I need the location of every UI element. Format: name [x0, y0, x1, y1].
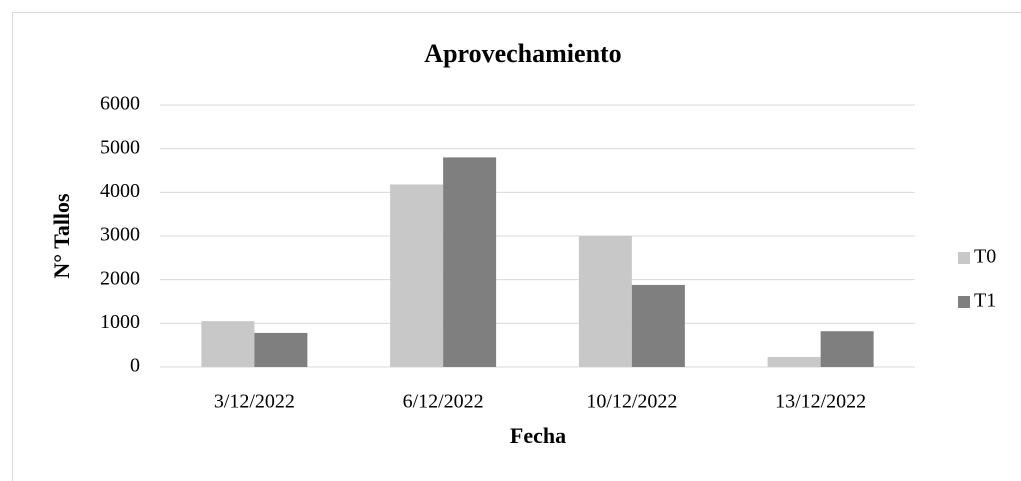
bar — [390, 184, 444, 367]
bar — [201, 321, 255, 367]
legend-label: T1 — [974, 290, 996, 312]
chart-border — [12, 12, 1021, 481]
bar — [820, 331, 874, 367]
bar — [767, 356, 821, 367]
y-tick-label: 1000 — [100, 311, 140, 333]
x-tick-label: 6/12/2022 — [403, 391, 484, 413]
legend-swatch — [958, 252, 970, 264]
y-tick-label: 6000 — [100, 93, 140, 115]
y-tick-label: 5000 — [100, 136, 140, 158]
legend-swatch — [958, 296, 970, 308]
bar — [631, 284, 685, 367]
x-tick-label: 10/12/2022 — [586, 391, 677, 413]
chart-title: Aprovechamiento — [424, 39, 621, 68]
y-tick-label: 0 — [130, 355, 140, 377]
bar — [578, 236, 632, 367]
bar — [443, 157, 497, 367]
legend-label: T0 — [974, 246, 996, 268]
x-tick-label: 3/12/2022 — [214, 391, 295, 413]
y-tick-label: 4000 — [100, 180, 140, 202]
y-tick-label: 2000 — [100, 267, 140, 289]
bar — [254, 332, 308, 367]
x-tick-label: 13/12/2022 — [775, 391, 866, 413]
x-axis-label: Fecha — [510, 423, 566, 448]
y-axis-label: N° Tallos — [49, 193, 74, 279]
y-tick-label: 3000 — [100, 224, 140, 246]
